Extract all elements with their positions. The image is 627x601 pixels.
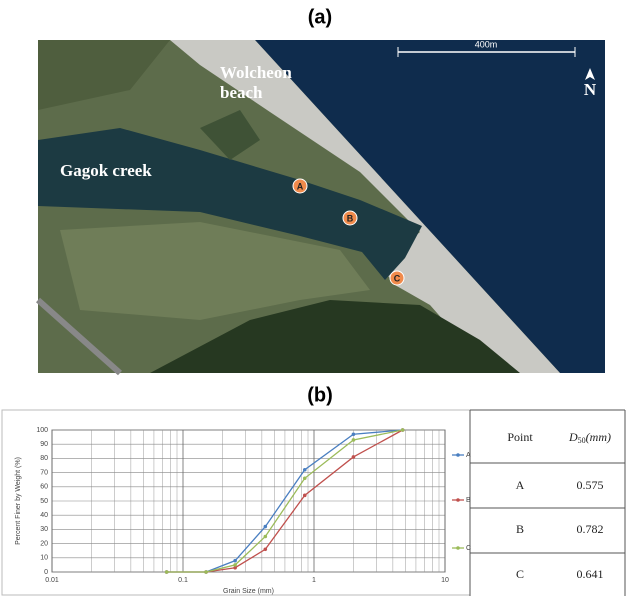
y-tick-label: 100 (36, 427, 48, 434)
data-point (352, 455, 356, 459)
header-unit: (mm) (586, 430, 611, 444)
north-label: N (584, 80, 597, 99)
header-symbol: D (568, 430, 578, 444)
legend-label: C (466, 545, 471, 552)
y-tick-label: 40 (40, 512, 48, 519)
table-cell: 0.782 (577, 522, 604, 536)
data-point (303, 494, 307, 498)
table-cell: C (516, 567, 524, 581)
beach-label: beach (220, 83, 263, 102)
table-cell: 0.641 (577, 567, 604, 581)
data-point (233, 559, 237, 563)
y-tick-label: 70 (40, 469, 48, 476)
table-cell: 0.575 (577, 478, 604, 492)
data-point (303, 476, 307, 480)
legend-label: B (466, 497, 471, 504)
y-tick-label: 30 (40, 526, 48, 533)
legend-label: A (466, 452, 471, 459)
data-point (165, 570, 169, 574)
table-cell: A (516, 478, 525, 492)
legend-swatch (456, 453, 460, 457)
x-tick-label: 1 (312, 577, 316, 584)
x-tick-label: 0.1 (178, 577, 188, 584)
table-cell: B (516, 522, 524, 536)
data-point (204, 570, 208, 574)
y-tick-label: 80 (40, 455, 48, 462)
creek-label: Gagok creek (60, 161, 152, 180)
x-tick-label: 0.01 (45, 577, 59, 584)
y-tick-label: 20 (40, 540, 48, 547)
table-header: D50(mm) (568, 430, 611, 445)
header-subscript: 50 (578, 436, 586, 445)
figure: (a) 400m N Wolcheon beach Gagok creek A … (0, 0, 627, 596)
y-axis-title: Percent Finer by Weight (%) (15, 457, 22, 545)
panel-label: (a) (308, 6, 332, 28)
legend-swatch (456, 498, 460, 502)
legend-swatch (456, 546, 460, 550)
data-point (352, 438, 356, 442)
point-label: C (394, 273, 401, 283)
table-header: Point (507, 430, 533, 444)
map: 400m N Wolcheon beach Gagok creek A B C (38, 39, 605, 373)
panel-label: (b) (307, 384, 333, 406)
data-point (264, 525, 268, 529)
data-point (264, 547, 268, 551)
y-tick-label: 0 (44, 569, 48, 576)
y-tick-label: 10 (40, 555, 48, 562)
beach-label: Wolcheon (220, 63, 292, 82)
page: (a) 400m N Wolcheon beach Gagok creek A … (0, 0, 627, 601)
data-point (352, 432, 356, 436)
y-tick-label: 50 (40, 498, 48, 505)
point-label: A (297, 181, 304, 191)
x-axis-title: Grain Size (mm) (223, 588, 274, 595)
y-tick-label: 90 (40, 441, 48, 448)
y-tick-label: 60 (40, 484, 48, 491)
data-point (303, 468, 307, 472)
x-tick-label: 10 (441, 577, 449, 584)
scale-label: 400m (475, 39, 498, 49)
point-label: B (347, 213, 354, 223)
data-point (264, 535, 268, 539)
data-point (233, 563, 237, 567)
data-point (401, 428, 405, 432)
